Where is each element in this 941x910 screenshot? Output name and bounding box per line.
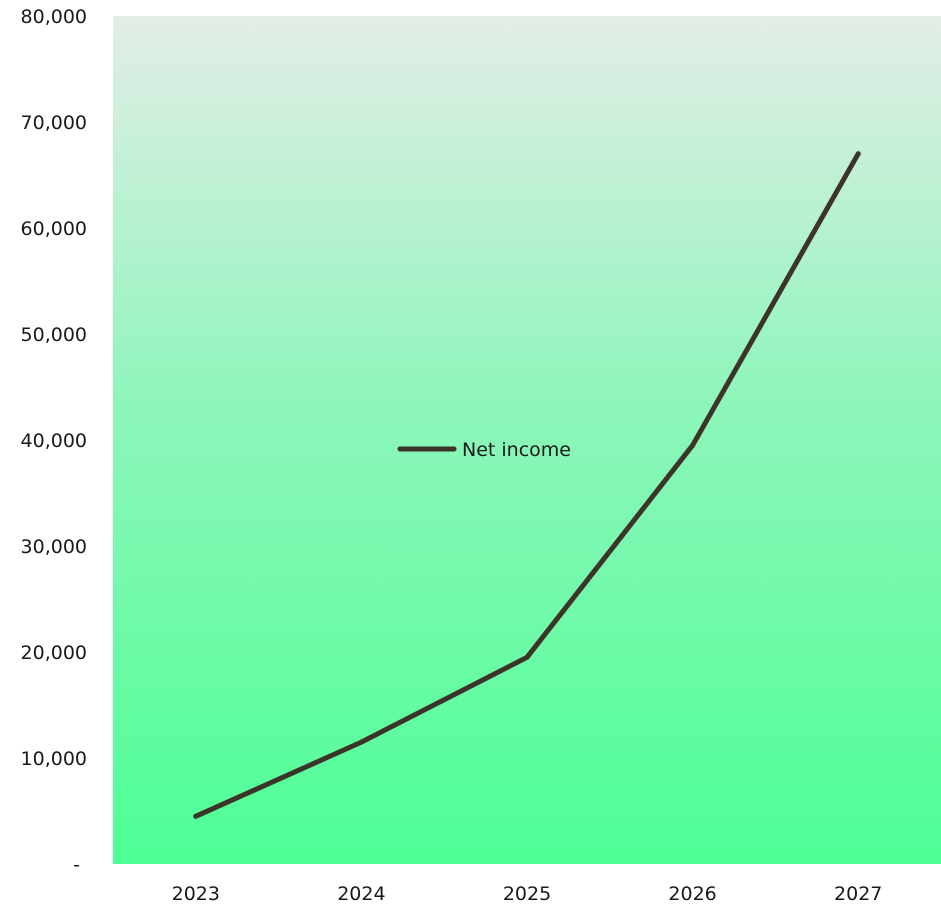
y-tick-label: 10,000: [21, 748, 87, 770]
data-point: [193, 813, 199, 819]
x-tick-label: 2027: [834, 883, 882, 905]
y-tick-label: 70,000: [21, 112, 87, 134]
series-layer: [193, 151, 861, 819]
x-tick-label: 2023: [172, 883, 220, 905]
legend-label-net-income: Net income: [462, 439, 571, 461]
y-tick-label: 30,000: [21, 536, 87, 558]
x-tick-label: 2026: [668, 883, 716, 905]
x-axis: 2023 2024 2025 2026 2027: [172, 883, 883, 905]
data-point: [855, 151, 861, 157]
data-point: [358, 739, 364, 745]
y-tick-label: 40,000: [21, 430, 87, 452]
plot-area: [113, 16, 941, 864]
x-tick-label: 2024: [337, 883, 385, 905]
x-tick-label: 2025: [503, 883, 551, 905]
y-tick-label: 50,000: [21, 324, 87, 346]
legend: Net income: [397, 439, 571, 461]
y-tick-label: 60,000: [21, 218, 87, 240]
y-tick-label: 80,000: [21, 6, 87, 28]
y-tick-label: 20,000: [21, 642, 87, 664]
data-point: [690, 442, 696, 448]
y-tick-label: -: [73, 854, 80, 876]
data-point: [524, 654, 530, 660]
y-axis: - 10,000 20,000 30,000 40,000 50,000 60,000 70,…: [21, 6, 87, 876]
